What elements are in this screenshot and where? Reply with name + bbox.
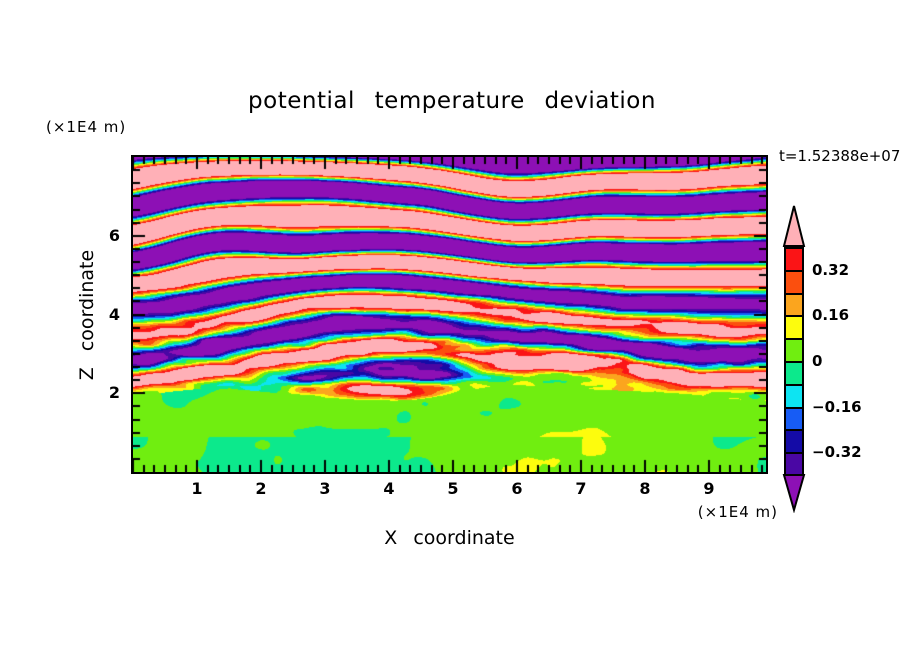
x-axis-unit-label: (×1E4 m) <box>697 503 778 521</box>
colorbar-label: 0.32 <box>812 261 850 279</box>
colorbar-segment <box>784 269 804 295</box>
colorbar-segment <box>784 406 804 432</box>
x-axis-title: X coordinate <box>384 527 515 549</box>
colorbar-segments <box>784 247 804 477</box>
y-tick-label-2: 2 <box>108 383 120 402</box>
colorbar-segment <box>784 247 804 272</box>
colorbar-label: 0.16 <box>812 306 850 324</box>
x-tick-label-6: 6 <box>511 479 523 498</box>
x-tick-label-4: 4 <box>383 479 395 498</box>
x-tick-label-2: 2 <box>255 479 267 498</box>
colorbar-segment <box>784 383 804 409</box>
colorbar-label: −0.32 <box>812 443 862 461</box>
colorbar-segment <box>784 338 804 363</box>
plot-area <box>131 155 768 474</box>
colorbar-arrow-up-icon <box>782 205 806 247</box>
colorbar-segment <box>784 292 804 318</box>
colorbar-label: 0 <box>812 352 823 370</box>
y-tick-label-4: 4 <box>108 305 120 324</box>
colorbar-label: −0.16 <box>812 398 862 416</box>
heatmap-canvas <box>133 157 766 472</box>
colorbar-segment <box>784 315 804 341</box>
y-axis-unit-label: (×1E4 m) <box>46 118 127 136</box>
colorbar-segment <box>784 429 804 455</box>
time-annotation: t=1.52388e+07 <box>779 147 901 165</box>
chart-title: potential temperature deviation <box>248 88 656 114</box>
x-tick-label-8: 8 <box>639 479 651 498</box>
y-tick-label-6: 6 <box>108 226 120 245</box>
x-tick-label-1: 1 <box>191 479 203 498</box>
x-tick-label-5: 5 <box>447 479 459 498</box>
x-tick-label-3: 3 <box>319 479 331 498</box>
x-tick-label-9: 9 <box>703 479 715 498</box>
colorbar-segment <box>784 360 804 386</box>
x-tick-label-7: 7 <box>575 479 587 498</box>
colorbar-arrow-down-icon <box>782 474 806 513</box>
